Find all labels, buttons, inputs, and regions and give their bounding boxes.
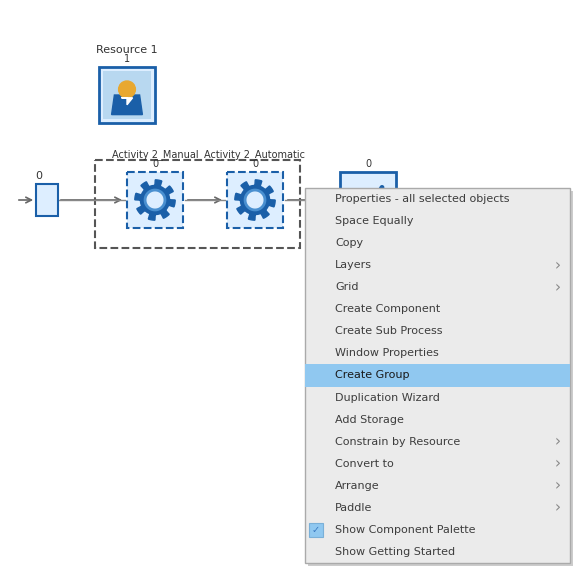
Text: Add Storage: Add Storage: [335, 415, 404, 424]
Polygon shape: [135, 180, 175, 220]
Text: ✓: ✓: [312, 526, 320, 535]
Bar: [305, 364, 570, 387]
Text: 1: 1: [124, 54, 130, 64]
Text: Convert to: Convert to: [335, 459, 394, 468]
Text: ›: ›: [555, 478, 561, 493]
Text: Paddle: Paddle: [335, 503, 373, 513]
Text: 0: 0: [152, 159, 158, 169]
Bar: [95, 160, 300, 248]
Bar: [227, 172, 283, 228]
Polygon shape: [148, 193, 162, 207]
Polygon shape: [121, 98, 133, 105]
Text: Constrain by Resource: Constrain by Resource: [335, 436, 460, 447]
Text: Duplication Wizard: Duplication Wizard: [335, 392, 440, 403]
Bar: [340, 172, 396, 228]
Bar: [131, 176, 179, 224]
Bar: [99, 67, 155, 123]
Polygon shape: [247, 192, 263, 208]
Text: Create Group: Create Group: [335, 371, 409, 380]
Bar: [127, 172, 183, 228]
Bar: [231, 176, 279, 224]
Text: Layers: Layers: [335, 260, 372, 270]
Bar: [305, 188, 570, 563]
Text: ›: ›: [555, 456, 561, 471]
Text: Activity 2_Automatic: Activity 2_Automatic: [204, 149, 305, 160]
Text: Activity 2_Manual: Activity 2_Manual: [112, 149, 198, 160]
Text: ›: ›: [555, 434, 561, 449]
Bar: [103, 71, 151, 119]
Text: Show Component Palette: Show Component Palette: [335, 525, 475, 535]
Polygon shape: [235, 180, 275, 220]
Text: Create Sub Process: Create Sub Process: [335, 327, 443, 336]
Bar: [309, 523, 323, 537]
Text: Show Getting Started: Show Getting Started: [335, 547, 455, 557]
Text: 0: 0: [365, 159, 371, 169]
Text: Resource 1: Resource 1: [96, 45, 158, 55]
Text: Arrange: Arrange: [335, 481, 379, 491]
Text: Space Equally: Space Equally: [335, 216, 413, 226]
Polygon shape: [111, 95, 142, 114]
Text: ›: ›: [555, 500, 561, 515]
Polygon shape: [144, 189, 166, 210]
Polygon shape: [147, 192, 163, 208]
Text: ›: ›: [555, 280, 561, 295]
Text: Create Component: Create Component: [335, 304, 440, 315]
Text: Properties - all selected objects: Properties - all selected objects: [335, 194, 510, 204]
Bar: [36, 184, 58, 216]
Polygon shape: [248, 193, 262, 207]
Circle shape: [119, 81, 135, 98]
Text: ›: ›: [555, 258, 561, 273]
Text: Window Properties: Window Properties: [335, 348, 439, 359]
Text: Grid: Grid: [335, 282, 359, 292]
Bar: [308, 191, 573, 566]
Text: 0: 0: [36, 171, 42, 181]
Text: 0: 0: [252, 159, 258, 169]
Polygon shape: [245, 189, 266, 210]
Text: Copy: Copy: [335, 238, 363, 248]
